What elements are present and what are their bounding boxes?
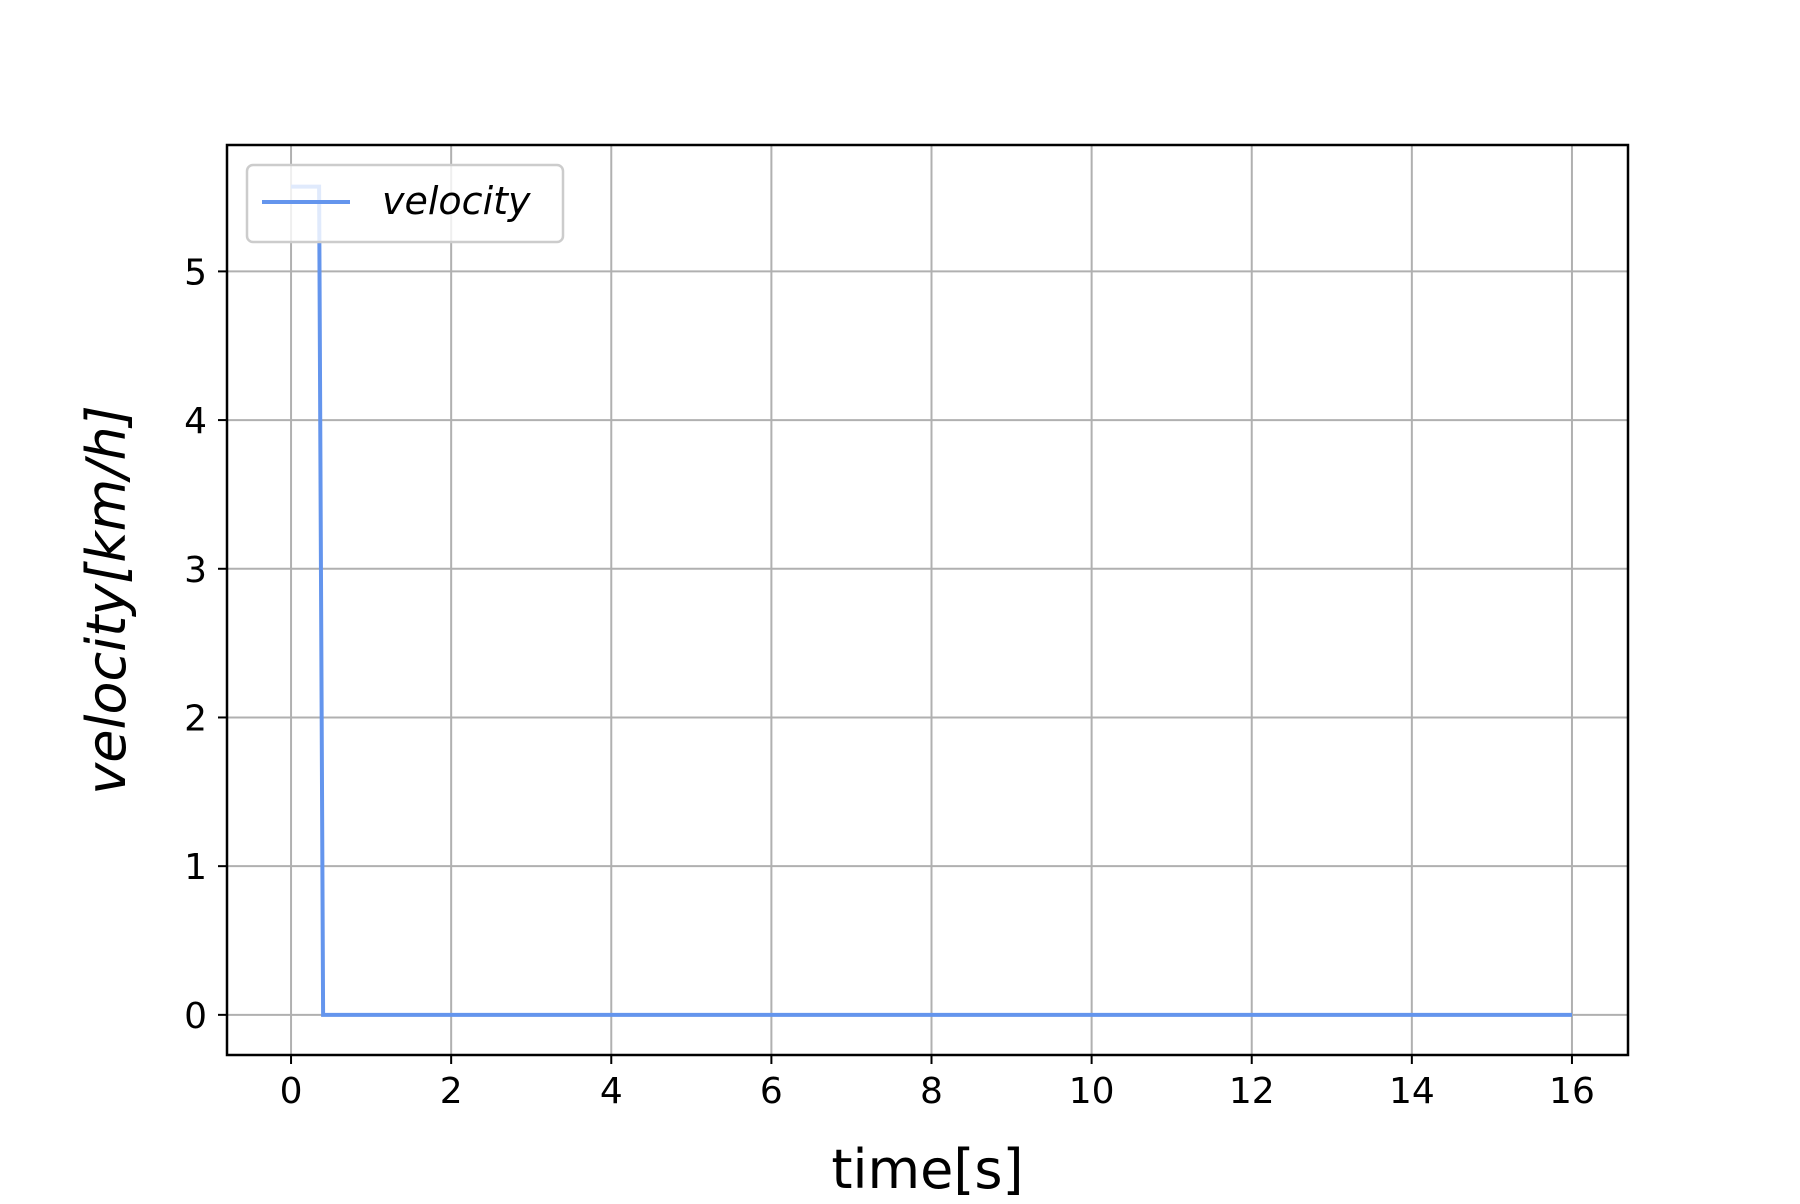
plot-frame xyxy=(225,143,1630,1057)
x-tick-label: 16 xyxy=(1549,1071,1595,1112)
y-tick-label: 5 xyxy=(184,252,207,293)
x-tick-label: 2 xyxy=(440,1071,463,1112)
x-tick-label: 10 xyxy=(1069,1071,1115,1112)
y-tick-label: 3 xyxy=(184,550,207,591)
y-tick-label: 4 xyxy=(184,401,207,442)
x-tick-label: 6 xyxy=(760,1071,783,1112)
x-tick-label: 14 xyxy=(1389,1071,1435,1112)
x-axis-label: time[s] xyxy=(831,1138,1023,1200)
y-axis-label: velocity[km/h] xyxy=(75,405,138,794)
x-tick-label: 12 xyxy=(1229,1071,1275,1112)
legend-box xyxy=(245,163,565,244)
y-tick-label: 1 xyxy=(184,847,207,888)
x-tick-label: 8 xyxy=(920,1071,943,1112)
y-tick-label: 0 xyxy=(184,996,207,1037)
y-tick-label: 2 xyxy=(184,698,207,739)
legend-label-velocity: velocity xyxy=(382,179,531,223)
x-tick-label: 0 xyxy=(280,1071,303,1112)
x-tick-label: 4 xyxy=(600,1071,623,1112)
legend: velocity xyxy=(245,163,565,244)
